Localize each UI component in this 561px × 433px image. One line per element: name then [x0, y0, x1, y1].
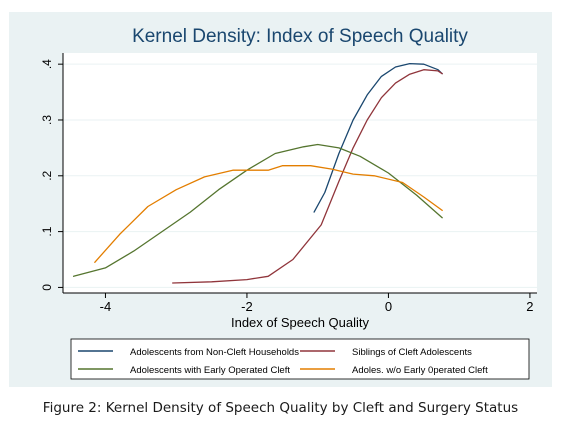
- legend-label: Adolescents from Non-Cleft Households: [130, 347, 299, 358]
- y-tick-label: .2: [40, 170, 54, 180]
- series-line-3: [72, 143, 443, 277]
- legend-label: Adoles. w/o Early 0perated Cleft: [352, 365, 488, 376]
- legend-label: Siblings of Cleft Adolescents: [352, 347, 472, 358]
- y-tick-label: 0: [40, 284, 54, 291]
- y-tick-label: .4: [40, 59, 54, 69]
- x-tick-label: -4: [100, 299, 112, 314]
- axes: 0 .1 .2 .3 .4 -4 -2 0 2: [40, 53, 537, 314]
- gridlines: [63, 63, 537, 288]
- series-line-4: [94, 165, 443, 263]
- legend: Adolescents from Non-Cleft Households Sib…: [78, 347, 488, 376]
- series-line-2: [172, 69, 443, 284]
- series-line-1: [313, 62, 443, 213]
- plot-area: [63, 53, 537, 293]
- x-tick-label: 0: [385, 299, 392, 314]
- x-axis-label: Index of Speech Quality: [231, 315, 370, 330]
- x-tick-label: -2: [241, 299, 253, 314]
- y-tick-label: .1: [40, 226, 54, 236]
- x-tick-label: 2: [526, 299, 533, 314]
- chart-title: Kernel Density: Index of Speech Quality: [132, 26, 468, 47]
- series-layer: [72, 62, 443, 284]
- legend-label: Adolescents with Early Operated Cleft: [130, 365, 290, 376]
- y-tick-label: .3: [40, 115, 54, 125]
- legend-box: [70, 338, 530, 380]
- figure-caption: Figure 2: Kernel Density of Speech Quali…: [42, 400, 519, 416]
